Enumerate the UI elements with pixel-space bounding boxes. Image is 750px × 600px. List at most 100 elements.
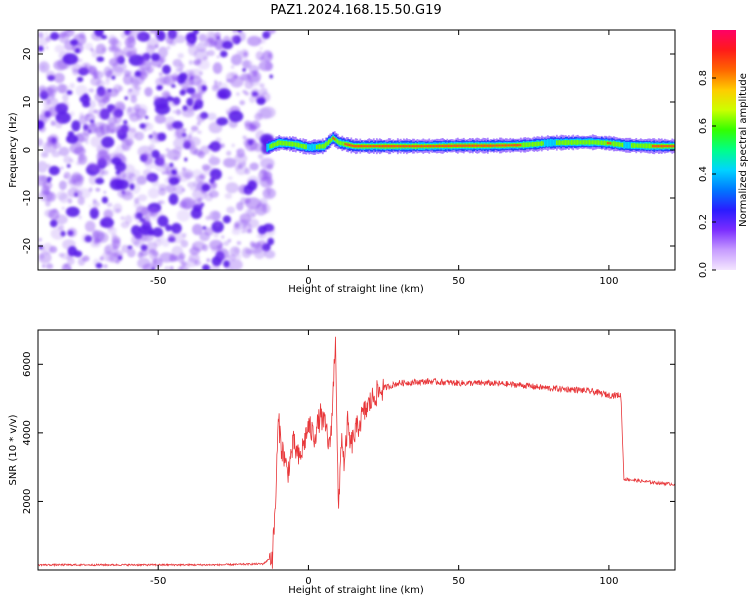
signal-track-cell: [623, 141, 626, 149]
noise-speckle: [93, 70, 104, 80]
noise-speckle: [67, 187, 79, 198]
noise-speckle: [111, 233, 118, 239]
noise-speckle: [171, 169, 177, 175]
noise-speckle: [169, 40, 177, 46]
y-tick-label: 2000: [22, 489, 33, 514]
signal-track-cell: [654, 145, 657, 148]
noise-speckle: [145, 115, 149, 120]
signal-track-cell: [324, 142, 327, 148]
signal-track-cell: [369, 145, 372, 148]
signal-track-cell: [407, 145, 410, 148]
noise-speckle: [156, 30, 166, 42]
signal-track-cell: [266, 143, 269, 152]
noise-speckle: [150, 53, 160, 61]
signal-track-cell: [332, 136, 335, 140]
noise-speckle: [78, 115, 88, 125]
signal-track-cell: [566, 140, 569, 145]
noise-speckle: [206, 112, 217, 121]
noise-speckle: [101, 169, 109, 176]
signal-track-cell: [311, 143, 314, 152]
noise-speckle: [249, 95, 256, 104]
noise-speckle: [124, 96, 128, 100]
noise-speckle: [158, 72, 163, 77]
signal-track-cell: [335, 138, 338, 143]
signal-track-cell: [347, 143, 350, 146]
noise-speckle: [38, 87, 43, 97]
noise-speckle: [42, 264, 46, 268]
noise-speckle: [177, 53, 184, 59]
signal-track-cell: [359, 145, 362, 148]
noise-speckle: [253, 241, 261, 248]
noise-speckle: [38, 37, 48, 47]
signal-track-cell: [516, 144, 519, 147]
signal-track-cell: [440, 144, 443, 147]
signal-track-cell: [272, 142, 275, 148]
noise-speckle: [244, 167, 251, 175]
signal-track-cell: [473, 144, 476, 147]
noise-speckle: [184, 172, 193, 180]
noise-speckle: [190, 92, 197, 99]
noise-speckle: [92, 229, 100, 239]
signal-track-cell: [330, 137, 333, 142]
signal-track-cell: [575, 139, 578, 145]
signal-track-cell: [573, 140, 576, 145]
signal-track-cell: [663, 145, 666, 148]
noise-speckle: [95, 177, 105, 185]
signal-track-cell: [308, 144, 311, 151]
noise-speckle: [220, 50, 228, 58]
noise-speckle: [211, 210, 222, 222]
noise-speckle: [101, 34, 107, 40]
noise-speckle: [88, 174, 98, 185]
signal-track-cell: [336, 139, 339, 144]
noise-speckle: [75, 84, 88, 97]
noise-speckle: [152, 250, 159, 257]
signal-track-cell: [414, 145, 417, 148]
signal-track-cell: [450, 144, 453, 147]
x-tick-label: 100: [599, 576, 618, 587]
noise-speckle: [181, 167, 187, 171]
signal-track-cell: [411, 145, 414, 148]
signal-track-cell: [276, 140, 279, 146]
snr-y-ticks: 2000 4000 6000: [22, 352, 675, 514]
signal-track-cell: [297, 142, 300, 148]
noise-speckle: [229, 246, 241, 257]
noise-speckle: [151, 149, 160, 159]
x-tick-label: 0: [305, 576, 311, 587]
noise-speckle: [38, 32, 44, 38]
signal-track-cell: [479, 144, 482, 147]
noise-speckle: [192, 241, 206, 252]
noise-speckle: [151, 257, 163, 268]
noise-speckle: [111, 75, 116, 80]
noise-speckle: [44, 209, 55, 218]
colorbar-gradient: [712, 30, 736, 270]
noise-speckle: [89, 207, 100, 219]
noise-speckle: [130, 78, 140, 88]
signal-track-cell: [471, 144, 474, 147]
noise-speckle: [50, 31, 60, 41]
signal-track-cell: [579, 140, 582, 145]
signal-track-cell: [306, 144, 309, 151]
signal-track-cell: [320, 144, 323, 149]
snr-series-line: [38, 336, 675, 569]
signal-track-cell: [408, 144, 411, 148]
signal-track-cell: [582, 140, 585, 145]
noise-speckle: [133, 212, 140, 221]
noise-speckle: [121, 244, 130, 253]
noise-speckle: [71, 172, 82, 183]
noise-speckle: [259, 106, 276, 119]
noise-speckle: [187, 44, 199, 56]
noise-speckle: [101, 251, 116, 262]
noise-speckle: [224, 193, 233, 199]
signal-track-cell: [621, 142, 624, 148]
signal-track-cell: [270, 143, 273, 149]
noise-speckle: [96, 107, 110, 120]
noise-speckle: [216, 55, 220, 59]
colorbar: 0.0 0.2 0.4 0.6 0.8 Normalized spectral ampl…: [698, 30, 749, 278]
noise-speckle: [191, 169, 203, 179]
noise-speckle: [38, 190, 54, 202]
noise-speckle: [58, 146, 70, 157]
noise-speckle: [127, 245, 133, 250]
snr-panel: -50 0 50 100 2000 4000 6000 Height of straigh…: [8, 329, 676, 596]
